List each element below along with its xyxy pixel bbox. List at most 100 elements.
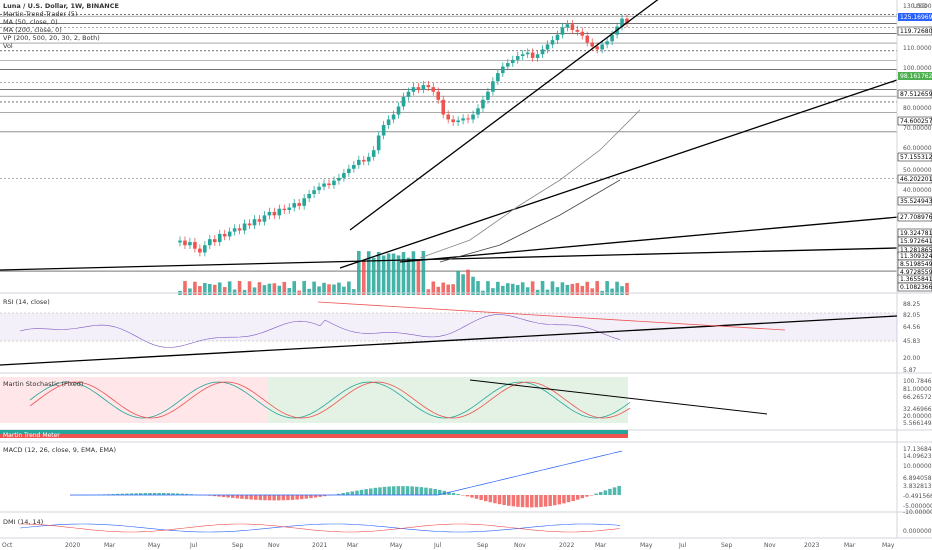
volume-bar	[555, 287, 560, 295]
candle-body	[625, 18, 629, 24]
legend-ma-200[interactable]: MA (200, close, 0)	[3, 26, 62, 34]
price-tick-label: 80.0000000	[903, 105, 932, 112]
legend-rsi[interactable]: RSI (14, close)	[3, 298, 50, 306]
macd-histogram-bar	[585, 495, 589, 497]
macd-histogram-bar	[608, 488, 612, 495]
candle-body	[610, 34, 614, 42]
volume-bar	[610, 288, 614, 295]
candle-body	[277, 208, 282, 216]
candle-body	[396, 106, 401, 115]
time-axis[interactable]: Oct 2020 Mar May Jul Sep Nov 2021 Mar May Jul Sep No…	[2, 542, 895, 549]
price-level-tag	[897, 282, 932, 292]
time-tick-label: Sep	[721, 542, 733, 549]
macd-histogram-bar	[530, 495, 534, 508]
candle-body	[381, 125, 386, 136]
time-tick-label: 2020	[65, 542, 80, 549]
legend-macd[interactable]: MACD (12, 26, close, 9, EMA, EMA)	[3, 446, 117, 454]
volume-bar	[282, 281, 287, 295]
macd-histogram-bar	[364, 489, 368, 495]
candle-body	[232, 228, 237, 232]
macd-histogram-bar	[378, 487, 382, 495]
macd-histogram-bar	[120, 493, 125, 495]
stoch-trend-line	[469, 379, 768, 415]
volume-bar	[550, 281, 555, 295]
time-tick-label: Jul	[678, 542, 687, 549]
macd-tick-label: 6.8940584	[903, 475, 932, 482]
volume-bar	[357, 251, 361, 295]
macd-histogram-bar	[599, 491, 603, 495]
volume-bar	[501, 285, 505, 295]
price-level-tag	[898, 72, 932, 80]
volume-bar	[431, 281, 436, 295]
volume-bar	[411, 251, 416, 295]
legend-volume[interactable]: Vol	[3, 42, 13, 50]
rsi-tick-label: 45.83	[903, 338, 920, 345]
macd-histogram-bar	[580, 495, 585, 499]
macd-histogram-bar	[589, 495, 594, 496]
symbol-title[interactable]: Luna / U.S. Dollar, 1W, BINANCE	[3, 2, 119, 10]
macd-histogram-bar	[300, 495, 304, 500]
volume-bar	[406, 257, 411, 295]
volume-bar	[247, 281, 252, 295]
legend-trend-meter[interactable]: Martin Trend Meter	[3, 432, 60, 439]
macd-histogram-bar	[304, 495, 309, 499]
candle-body	[555, 34, 560, 41]
price-tick-label: 130.0000000	[903, 3, 932, 10]
candle-body	[510, 59, 515, 64]
legend-volume-profile[interactable]: VP (200, 500, 20, 30, 2, Both)	[3, 34, 100, 42]
macd-histogram-bar	[562, 495, 566, 504]
candle-body	[287, 207, 292, 210]
macd-histogram-bar	[180, 493, 184, 495]
macd-histogram-bar	[461, 495, 465, 496]
price-level-tag	[898, 13, 932, 21]
price-axis[interactable]: 130.0000000 110.0000000 100.0000000 80.0000…	[897, 3, 932, 292]
macd-histogram-bar	[111, 494, 115, 495]
volume-bar	[456, 270, 460, 295]
candle-body	[446, 114, 450, 120]
macd-histogram-bar	[525, 495, 529, 508]
candle-body	[292, 203, 297, 208]
candle-body	[506, 63, 510, 67]
time-tick-label: Nov	[764, 542, 776, 549]
macd-histogram-bar	[116, 493, 120, 495]
ma-50-line	[419, 109, 641, 259]
macd-histogram-bar	[617, 485, 621, 495]
volume-bar	[491, 288, 495, 295]
candle-body	[252, 219, 257, 226]
macd-histogram-bar	[162, 493, 166, 495]
price-tick-label: 40.0000000	[903, 187, 932, 194]
candle-body	[247, 223, 252, 226]
stoch-tick-label: 81.0000000	[903, 386, 932, 393]
macd-histogram-bar	[571, 495, 575, 501]
volume-bar	[520, 282, 525, 295]
volume-bar	[312, 281, 316, 295]
volume-bar	[217, 282, 222, 295]
macd-histogram-bar	[447, 491, 451, 495]
legend-martin-trend-trader[interactable]: Martin Trend Trader (5)	[3, 10, 78, 18]
macd-histogram-bar	[208, 495, 212, 496]
macd-histogram-bar	[603, 490, 608, 495]
volume-bar	[535, 289, 540, 295]
legend-dmi[interactable]: DMI (14, 14)	[3, 518, 44, 526]
time-tick-label: Jul	[189, 542, 198, 549]
candle-body	[421, 85, 426, 90]
candle-body	[227, 231, 232, 237]
macd-histogram-bar	[534, 495, 539, 508]
candle-body	[183, 240, 187, 246]
legend-ma-50[interactable]: MA (50, close, 0)	[3, 18, 58, 26]
candle-body	[366, 156, 371, 162]
macd-histogram-bar	[226, 495, 230, 498]
stoch-bg-bull	[268, 377, 628, 423]
volume-bar	[421, 251, 426, 295]
macd-tick-label: -10.0000000	[903, 509, 932, 516]
candle-body	[401, 96, 406, 107]
legend-stochastic[interactable]: Martin Stochastic (Fixed)	[3, 380, 84, 388]
volume-bar	[565, 284, 570, 295]
trend-meter-bar-2	[0, 434, 628, 438]
price-tick-label: 110.0000000	[903, 45, 932, 52]
price-panel[interactable]	[0, 0, 932, 295]
